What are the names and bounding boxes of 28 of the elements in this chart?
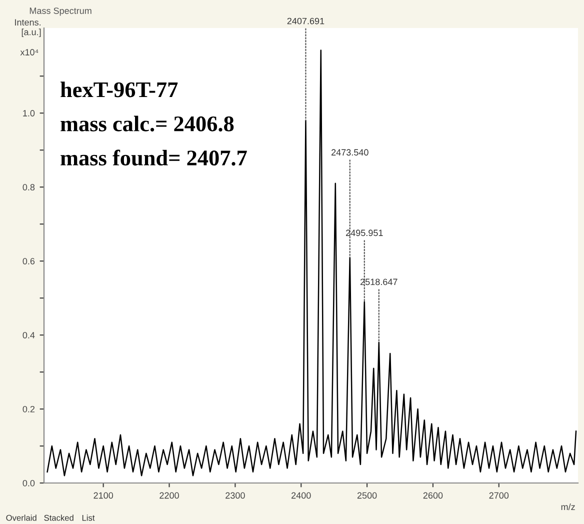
annotation: hexT-96T-77	[60, 82, 178, 98]
y-tick-label: 0.4	[22, 332, 35, 338]
x-tick-label: 2300	[226, 492, 245, 499]
y-axis-title: Intens. [a.u.]	[15, 19, 41, 38]
y-tick-label: 0.8	[22, 184, 35, 190]
x-tick-label: 2400	[292, 492, 311, 499]
annotation: 2518.647	[360, 278, 398, 286]
y-tick-label: 0.2	[22, 406, 35, 412]
x-axis-title: m/z	[561, 503, 575, 510]
annotation: mass found= 2407.7	[60, 150, 247, 166]
y-tick-label: 1.0	[23, 110, 35, 116]
x-tick-label: 2700	[489, 492, 509, 499]
chart-title: Mass Spectrum	[30, 8, 92, 16]
x-tick-label: 2100	[94, 492, 114, 499]
text: x10⁴	[20, 49, 38, 56]
text: List	[82, 514, 95, 521]
annotation: mass calc.= 2406.8	[60, 116, 234, 132]
text: Overlaid	[6, 514, 36, 521]
x-tick-label: 2200	[160, 492, 179, 499]
text: Stacked	[44, 514, 74, 521]
y-tick-label: 0.6	[22, 258, 35, 264]
annotation: 2473.540	[332, 149, 368, 156]
x-tick-label: 2600	[423, 492, 443, 499]
y-tick-label: 0.0	[22, 480, 35, 486]
line-series	[46, 50, 577, 476]
annotation: 2495.951	[346, 230, 383, 236]
annotation: 2407.691	[287, 18, 324, 24]
x-tick-label: 2500	[357, 492, 377, 499]
